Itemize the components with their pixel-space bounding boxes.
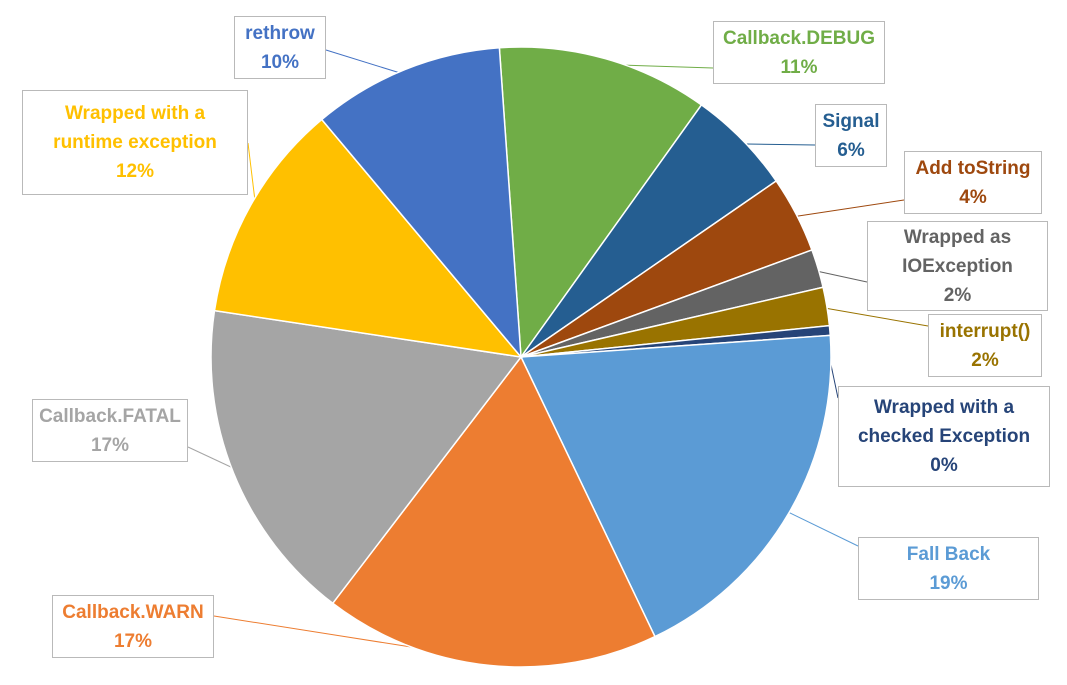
callout-callback-warn: Callback.WARN 17% — [52, 595, 214, 658]
leader-line — [812, 269, 868, 283]
callout-label: Callback.FATAL — [39, 405, 181, 427]
callout-label: Wrapped as — [903, 226, 1012, 248]
pie-slice-wrapped-with-a-runtime-exception — [213, 118, 523, 359]
callout-label: Callback.WARN — [62, 601, 204, 623]
callout-wrapped-runtime: Wrapped with a runtime exception 12% — [22, 90, 248, 195]
callout-label: Wrapped with a — [64, 103, 206, 124]
pie-slice-rethrow — [320, 46, 522, 360]
pie-slices — [210, 46, 832, 668]
callout-percent: 17% — [113, 630, 153, 652]
callout-label: Callback.DEBUG — [722, 27, 876, 49]
callout-label: Add toString — [915, 157, 1031, 179]
callout-label-line2: IOException — [902, 255, 1013, 277]
pie-slice-callback-warn — [331, 355, 656, 668]
pie-slice-fall-back — [519, 334, 832, 638]
callout-wrapped-ioexception: Wrapped as IOException 2% — [867, 221, 1048, 311]
callout-label: Signal — [822, 110, 880, 132]
callout-fall-back: Fall Back 19% — [858, 537, 1039, 600]
leader-line — [325, 49, 408, 76]
callout-percent: 17% — [90, 434, 130, 456]
callout-percent: 2% — [971, 349, 999, 371]
callout-add-tostring: Add toString 4% — [904, 151, 1042, 214]
leader-line — [820, 306, 929, 327]
callout-callback-debug: Callback.DEBUG 11% — [713, 21, 885, 84]
callout-label: Wrapped with a — [873, 397, 1015, 418]
callout-percent: 10% — [260, 51, 300, 73]
callout-percent: 0% — [930, 455, 958, 476]
pie-slice-callback-debug — [498, 46, 703, 360]
callout-rethrow: rethrow 10% — [234, 16, 326, 79]
callout-label: interrupt() — [939, 320, 1031, 342]
callout-label: rethrow — [245, 22, 315, 44]
callout-interrupt: interrupt() 2% — [928, 314, 1042, 377]
leader-line — [790, 199, 905, 218]
leader-line — [737, 143, 816, 146]
leader-line — [783, 509, 859, 547]
callout-percent: 12% — [115, 161, 155, 182]
callout-signal: Signal 6% — [815, 104, 887, 167]
callout-label-line2: runtime exception — [53, 132, 217, 153]
callout-wrapped-checked: Wrapped with a checked Exception 0% — [838, 386, 1050, 487]
callout-percent: 6% — [837, 139, 865, 161]
callout-label-line2: checked Exception — [857, 426, 1031, 447]
pie-slice-callback-fatal — [210, 309, 523, 605]
callout-percent: 2% — [943, 284, 972, 306]
callout-percent: 11% — [780, 56, 818, 78]
callout-percent: 4% — [959, 186, 987, 208]
callout-callback-fatal: Callback.FATAL 17% — [32, 399, 188, 462]
callout-label: Fall Back — [906, 543, 991, 565]
callout-percent: 19% — [929, 572, 968, 594]
